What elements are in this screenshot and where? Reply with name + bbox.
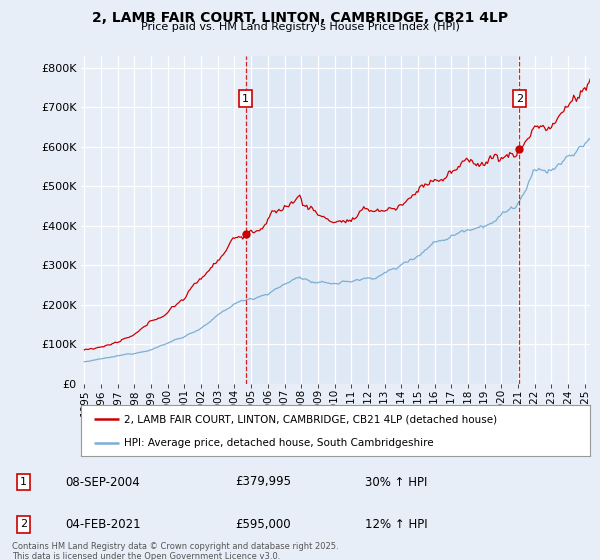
Text: 1: 1 bbox=[20, 477, 27, 487]
Text: 2: 2 bbox=[516, 94, 523, 104]
Text: HPI: Average price, detached house, South Cambridgeshire: HPI: Average price, detached house, Sout… bbox=[124, 438, 434, 448]
Text: 2, LAMB FAIR COURT, LINTON, CAMBRIDGE, CB21 4LP: 2, LAMB FAIR COURT, LINTON, CAMBRIDGE, C… bbox=[92, 11, 508, 25]
Text: 2: 2 bbox=[20, 520, 28, 529]
Text: 2, LAMB FAIR COURT, LINTON, CAMBRIDGE, CB21 4LP (detached house): 2, LAMB FAIR COURT, LINTON, CAMBRIDGE, C… bbox=[124, 414, 497, 424]
Bar bbox=[245, 56, 520, 384]
Text: Contains HM Land Registry data © Crown copyright and database right 2025.
This d: Contains HM Land Registry data © Crown c… bbox=[12, 542, 338, 560]
Text: 30% ↑ HPI: 30% ↑ HPI bbox=[365, 475, 427, 488]
Text: Price paid vs. HM Land Registry's House Price Index (HPI): Price paid vs. HM Land Registry's House … bbox=[140, 22, 460, 32]
Text: £379,995: £379,995 bbox=[235, 475, 292, 488]
Text: 04-FEB-2021: 04-FEB-2021 bbox=[65, 518, 140, 531]
Text: 1: 1 bbox=[242, 94, 249, 104]
Text: 08-SEP-2004: 08-SEP-2004 bbox=[65, 475, 140, 488]
Text: 12% ↑ HPI: 12% ↑ HPI bbox=[365, 518, 427, 531]
Text: £595,000: £595,000 bbox=[235, 518, 291, 531]
